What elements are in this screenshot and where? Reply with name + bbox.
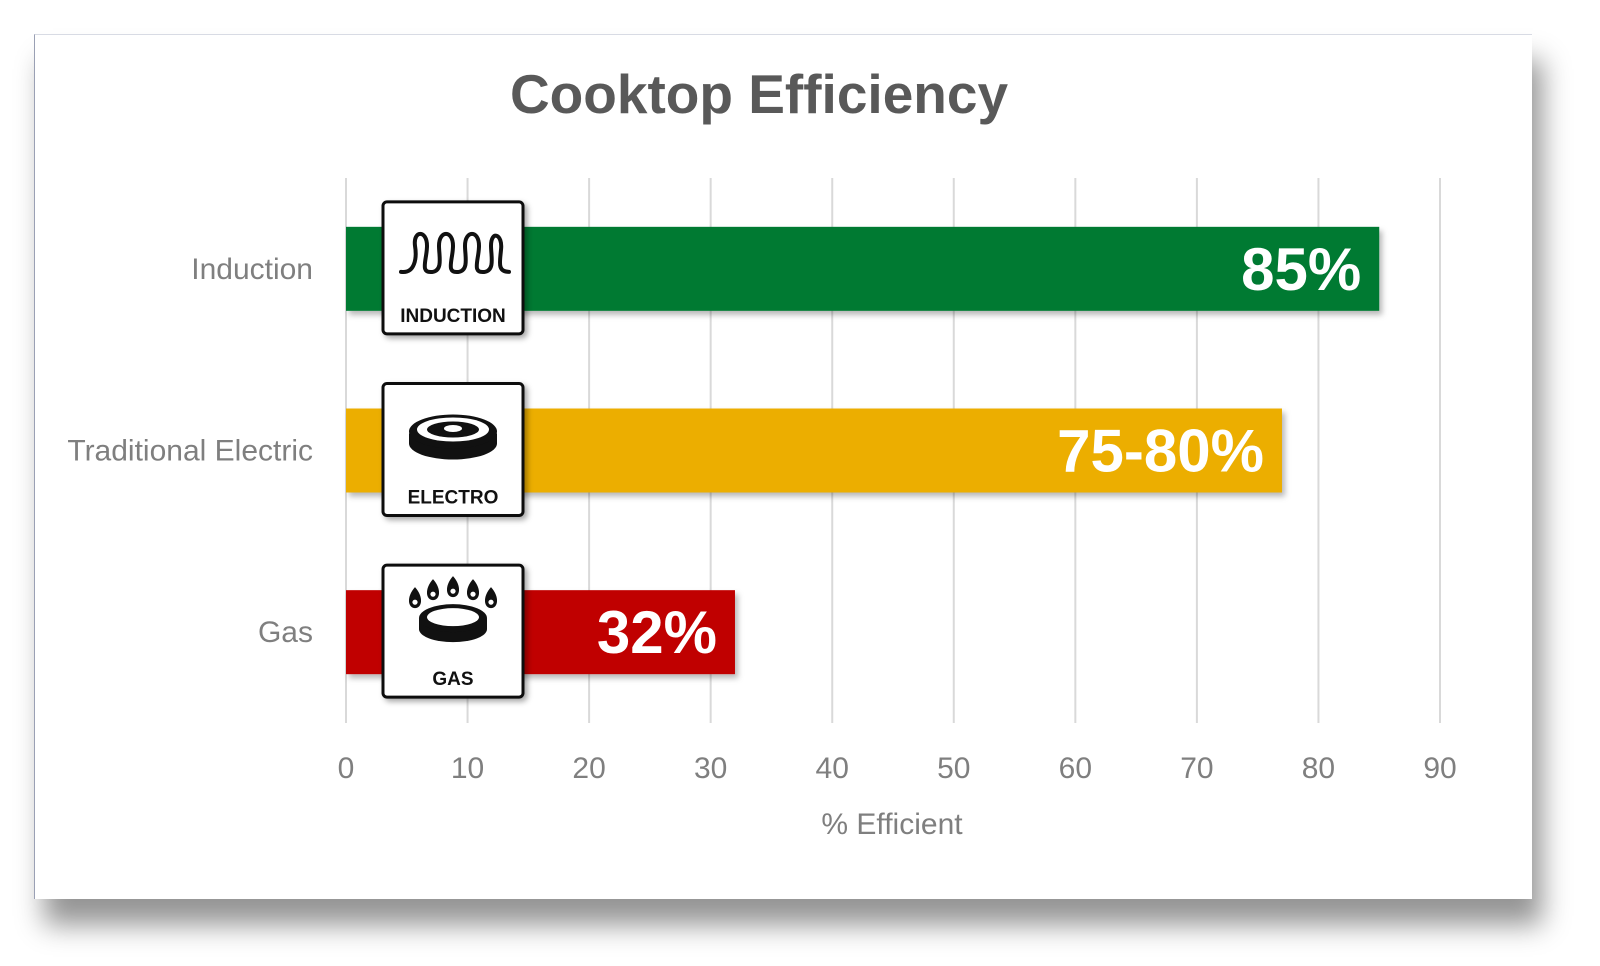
icon-caption-gas: GAS bbox=[432, 669, 473, 690]
data-label-traditional-electric: 75-80% bbox=[1057, 418, 1264, 485]
x-axis-title: % Efficient bbox=[821, 808, 963, 841]
x-tick-label-40: 40 bbox=[816, 752, 849, 785]
data-label-induction: 85% bbox=[1241, 236, 1361, 303]
bar-chart: Cooktop Efficiency 0 10 20 30 40 50 60 70 80 90 I… bbox=[67, 63, 1457, 841]
electric-hotplate-icon: ELECTRO bbox=[381, 382, 525, 517]
category-label-gas: Gas bbox=[258, 616, 313, 649]
y-axis-categories: Induction Traditional Electric Gas bbox=[67, 253, 313, 649]
x-axis-ticks: 0 10 20 30 40 50 60 70 80 90 bbox=[338, 752, 1457, 785]
category-label-traditional-electric: Traditional Electric bbox=[67, 435, 313, 468]
x-tick-label-20: 20 bbox=[572, 752, 605, 785]
x-tick-label-10: 10 bbox=[451, 752, 484, 785]
chart-card: Cooktop Efficiency 0 10 20 30 40 50 60 70 80 90 I… bbox=[34, 34, 1532, 899]
x-tick-label-60: 60 bbox=[1059, 752, 1092, 785]
chart-title: Cooktop Efficiency bbox=[510, 63, 1009, 125]
data-label-gas: 32% bbox=[597, 599, 717, 666]
x-tick-label-50: 50 bbox=[937, 752, 970, 785]
icon-caption-traditional-electric: ELECTRO bbox=[408, 488, 499, 509]
x-tick-label-30: 30 bbox=[694, 752, 727, 785]
induction-coil-icon: INDUCTION bbox=[381, 200, 525, 336]
x-tick-label-0: 0 bbox=[338, 752, 355, 785]
x-tick-label-90: 90 bbox=[1423, 752, 1456, 785]
x-tick-label-80: 80 bbox=[1302, 752, 1335, 785]
bar-icons: INDUCTION ELECTRO GAS bbox=[381, 200, 525, 699]
category-label-induction: Induction bbox=[191, 253, 313, 286]
icon-caption-induction: INDUCTION bbox=[400, 306, 506, 327]
x-tick-label-70: 70 bbox=[1180, 752, 1213, 785]
gas-burner-icon: GAS bbox=[381, 563, 525, 699]
